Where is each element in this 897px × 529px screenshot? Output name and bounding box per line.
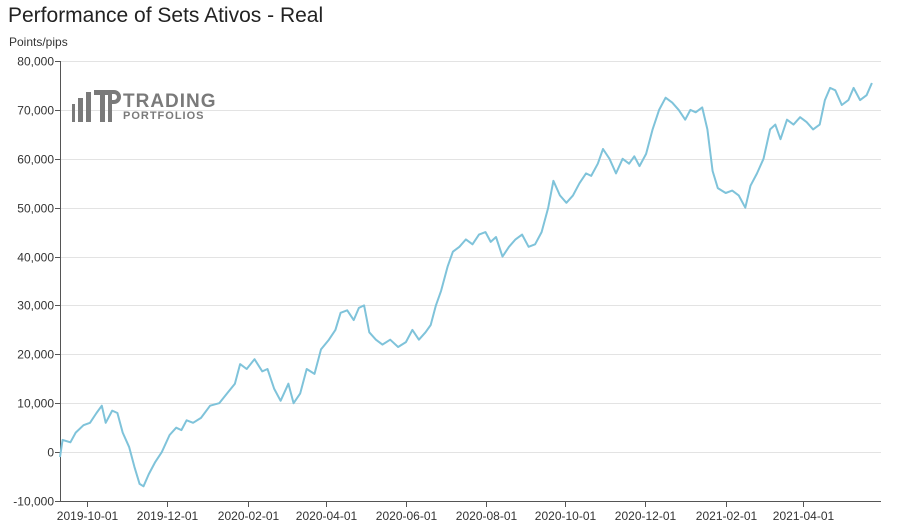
logo-letter-t-stem [100,90,105,122]
x-tick-label: 2020-06-01 [376,509,438,523]
y-tick-label: 50,000 [17,202,54,216]
x-tick-label: 2019-12-01 [137,509,199,523]
logo-text-trading: TRADING [123,91,217,112]
y-tick-label: -10,000 [13,495,54,509]
y-tick-label: 80,000 [17,55,54,69]
y-tick-label: 20,000 [17,348,54,362]
trading-portfolios-logo: TRADING PORTFOLIOS [72,90,217,122]
axes: -10,000 0 10,000 20,000 30,000 40,000 50,000 60… [13,55,881,523]
series-layer [59,82,873,488]
series-line [59,82,873,488]
y-axis-unit-label: Points/pips [9,35,68,49]
y-tick-label: 10,000 [17,397,54,411]
y-tick-label: 30,000 [17,299,54,313]
gridlines [60,61,881,502]
logo-letter-p [108,90,121,122]
y-tick-label: 70,000 [17,104,54,118]
x-tick-label: 2021-04-01 [773,509,835,523]
y-tick-label: 40,000 [17,251,54,265]
logo-bar-3 [86,92,91,122]
logo-bar-2 [78,98,83,122]
y-tick-label: 60,000 [17,153,54,167]
x-tick-label: 2020-08-01 [456,509,518,523]
chart-title: Performance of Sets Ativos - Real [8,4,324,27]
x-tick-label: 2019-10-01 [57,509,119,523]
x-tick-label: 2020-04-01 [296,509,358,523]
x-tick-label: 2021-02-01 [696,509,758,523]
logo-text-portfolios: PORTFOLIOS [123,110,205,122]
y-tick-label: 0 [47,446,54,460]
x-tick-label: 2020-02-01 [218,509,280,523]
logo-bar-1 [72,104,75,122]
x-tick-label: 2020-12-01 [615,509,677,523]
x-tick-label: 2020-10-01 [535,509,597,523]
